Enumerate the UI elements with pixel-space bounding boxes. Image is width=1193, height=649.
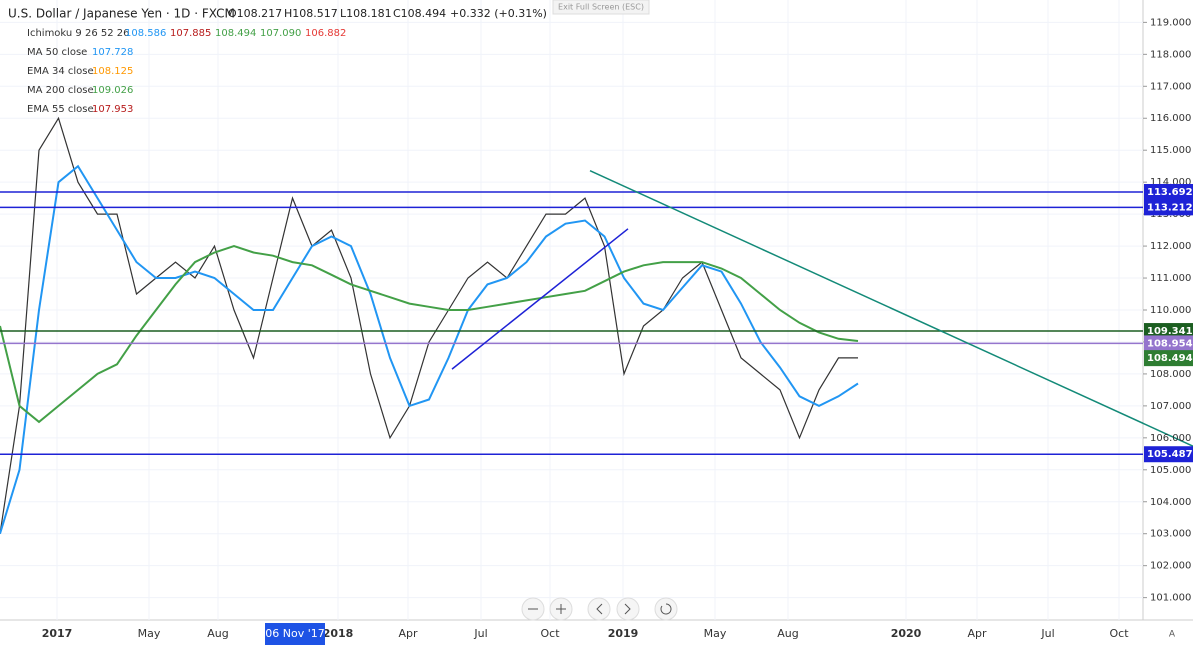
series-line — [0, 116, 858, 534]
nav-buttons — [521, 597, 678, 621]
indicator-name: MA 50 close — [27, 47, 87, 58]
level-label: 105.487 — [1147, 449, 1193, 460]
y-tick-label: 114.000 — [1150, 177, 1191, 188]
plot — [0, 116, 1193, 534]
icon — [624, 603, 631, 615]
icon — [556, 604, 566, 614]
y-tick-label: 119.000 — [1150, 17, 1191, 28]
high: H108.517 — [284, 7, 338, 20]
level-label: 108.954 — [1147, 338, 1193, 349]
indicator-value: 107.728 — [92, 47, 133, 58]
y-tick-label: 102.000 — [1150, 561, 1191, 572]
exit-button[interactable]: Exit Full Screen (ESC) — [558, 3, 644, 12]
trendline — [589, 169, 1193, 447]
indicator-value: 107.090 — [260, 28, 301, 39]
x-tick-label: Apr — [398, 627, 418, 640]
level-label-bg — [1144, 446, 1193, 463]
x-tick-label: Oct — [1109, 627, 1129, 640]
auto-scale[interactable]: A — [1169, 630, 1176, 640]
level-label-bg — [1144, 335, 1193, 352]
indicator-name: Ichimoku 9 26 52 26 — [27, 28, 130, 39]
level-label-bg — [1144, 199, 1193, 216]
x-tick-label: 2019 — [608, 627, 639, 640]
y-tick-label: 105.000 — [1150, 465, 1191, 476]
y-tick-label: 104.000 — [1150, 497, 1191, 508]
close: C108.494 — [393, 7, 446, 20]
x-tick-label: May — [138, 627, 161, 640]
symbol: U.S. Dollar / Japanese Yen · 1D · FXCM — [8, 7, 235, 21]
series-line — [0, 164, 859, 534]
indicator-value: 107.885 — [170, 28, 211, 39]
y-tick-label: 117.000 — [1150, 81, 1191, 92]
level-label-bg — [1144, 323, 1193, 340]
crosshair-date: 06 Nov '17 — [265, 627, 324, 640]
x-tick-label: Apr — [967, 627, 987, 640]
y-tick-label: 103.000 — [1150, 529, 1191, 540]
level-label-bg — [1144, 184, 1193, 201]
y-tick-label: 116.000 — [1150, 113, 1191, 124]
indicator-name: MA 200 close — [27, 85, 94, 96]
indicator-value: 108.586 — [125, 28, 166, 39]
y-tick-label: 115.000 — [1150, 145, 1191, 156]
crosshair-date-bg — [265, 623, 325, 645]
indicator-value: 106.882 — [305, 28, 346, 39]
exit-button-bg[interactable] — [552, 0, 650, 15]
grid — [0, 0, 1147, 620]
level-label: 108.494 — [1147, 353, 1193, 364]
x-tick-label: Jul — [1040, 627, 1054, 640]
indicator-name: EMA 55 close — [27, 104, 94, 115]
y-tick-label: 111.000 — [1150, 273, 1191, 284]
y-tick-label: 118.000 — [1150, 49, 1191, 60]
y-tick-label: 112.000 — [1150, 241, 1191, 252]
level-label-bg — [1144, 350, 1193, 367]
indicator-value: 108.125 — [92, 66, 133, 77]
trendline — [451, 228, 629, 370]
indicator-name: EMA 34 close — [27, 66, 94, 77]
x-tick-label: Oct — [540, 627, 560, 640]
level-label: 109.341 — [1147, 326, 1193, 337]
y-tick-label: 101.000 — [1150, 593, 1191, 604]
level-label: 113.212 — [1147, 202, 1193, 213]
low: L108.181 — [340, 7, 392, 20]
x-tick-label: 2017 — [42, 627, 73, 640]
x-tick-label: May — [704, 627, 727, 640]
scroll-right[interactable] — [616, 597, 640, 621]
indicator-value: 108.494 — [215, 28, 256, 39]
y-tick-label: 107.000 — [1150, 401, 1191, 412]
change: +0.332 (+0.31%) — [450, 7, 547, 20]
y-tick-label: 106.000 — [1150, 433, 1191, 444]
x-tick-label: 2020 — [891, 627, 922, 640]
open: O108.217 — [228, 7, 282, 20]
series-line — [0, 245, 859, 424]
x-tick-label: Aug — [777, 627, 798, 640]
y-tick-label: 108.000 — [1150, 369, 1191, 380]
level-label: 113.692 — [1147, 187, 1193, 198]
icon — [596, 603, 603, 615]
y-tick-label: 110.000 — [1150, 305, 1191, 316]
x-tick-label: Jul — [473, 627, 487, 640]
indicator-value: 109.026 — [92, 85, 133, 96]
scroll-left[interactable] — [587, 597, 611, 621]
x-tick-label: Aug — [207, 627, 228, 640]
indicator-value: 107.953 — [92, 104, 133, 115]
icon — [660, 603, 672, 615]
reset[interactable] — [654, 597, 678, 621]
x-tick-label: 2018 — [323, 627, 354, 640]
